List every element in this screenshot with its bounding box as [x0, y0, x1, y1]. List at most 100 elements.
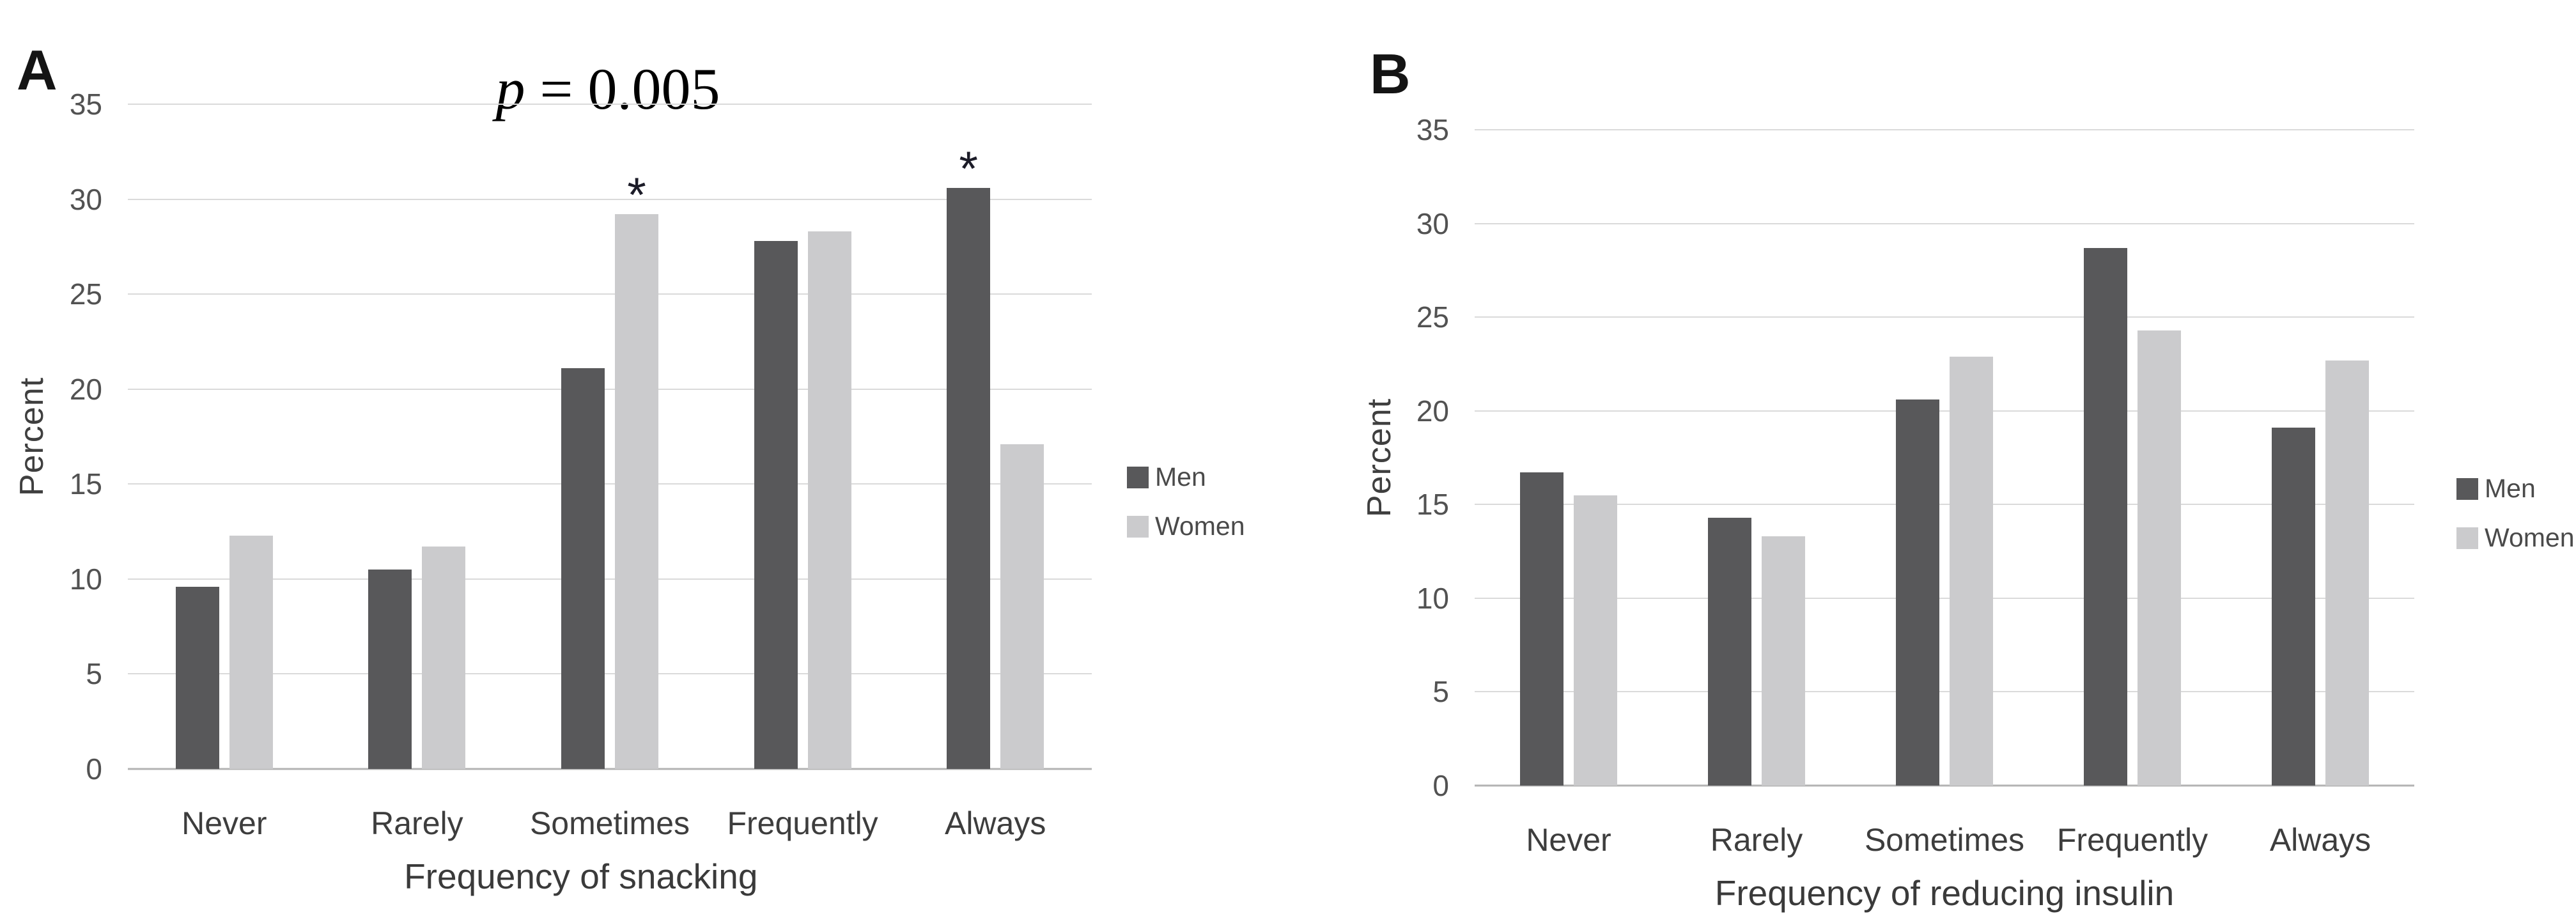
bar-a-always-men: * — [947, 144, 991, 769]
legend-item-a-women: Women — [1127, 513, 1245, 539]
x-tick-label-b-sometimes: Sometimes — [1864, 822, 2025, 858]
y-tick-label-b-30: 30 — [1416, 206, 1449, 240]
bar-a-frequently-men — [754, 240, 798, 769]
y-tick-label-a-25: 25 — [69, 277, 102, 311]
gridline-a-15 — [128, 483, 1092, 485]
legend-item-b-men: Men — [2456, 476, 2575, 502]
legend-swatch-b-women — [2456, 527, 2478, 549]
y-tick-label-b-10: 10 — [1416, 581, 1449, 615]
bar-group-a-rarely — [321, 104, 514, 769]
bar-group-a-always: * — [899, 104, 1092, 769]
x-tick-label-a-never: Never — [182, 805, 267, 841]
gridline-b-15 — [1475, 504, 2414, 506]
gridline-a-5 — [128, 673, 1092, 675]
gridline-b-20 — [1475, 410, 2414, 412]
bar-b-never-men — [1520, 472, 1563, 786]
x-axis-line-a-0 — [128, 768, 1092, 770]
bar-b-frequently-men — [2084, 247, 2127, 786]
bar-a-rarely-men — [368, 570, 412, 769]
bar-a-sometimes-men — [561, 368, 605, 769]
gridline-a-10 — [128, 578, 1092, 580]
bar-b-rarely-men — [1708, 517, 1751, 786]
legend-label-b-women: Women — [2485, 523, 2575, 552]
bar-a-always-women — [1000, 444, 1044, 769]
y-tick-label-b-5: 5 — [1432, 675, 1449, 709]
y-tick-label-b-0: 0 — [1432, 769, 1449, 802]
p-value-symbol: p — [495, 56, 525, 122]
bar-group-b-rarely — [1663, 130, 1851, 786]
legend-label-a-men: Men — [1155, 462, 1206, 492]
y-tick-label-a-10: 10 — [69, 562, 102, 596]
y-tick-label-b-15: 15 — [1416, 488, 1449, 522]
p-value-annotation: p = 0.005 — [437, 0, 720, 187]
x-axis-line-b-0 — [1475, 784, 2414, 787]
y-tick-label-b-35: 35 — [1416, 113, 1449, 146]
bar-b-sometimes-men — [1896, 399, 1939, 786]
legend-a: Men Women — [1127, 464, 1245, 539]
y-tick-label-a-20: 20 — [69, 372, 102, 406]
legend-swatch-b-men — [2456, 477, 2478, 500]
y-tick-label-b-20: 20 — [1416, 394, 1449, 428]
x-tick-label-a-frequently: Frequently — [727, 805, 878, 841]
bar-b-always-men — [2272, 428, 2315, 786]
x-tick-label-a-rarely: Rarely — [371, 805, 463, 841]
bar-group-a-sometimes: * — [513, 104, 706, 769]
bar-group-b-always — [2226, 130, 2414, 786]
y-tick-label-a-5: 5 — [86, 657, 102, 691]
legend-label-a-women: Women — [1155, 511, 1245, 541]
bar-b-rarely-women — [1762, 536, 1805, 786]
bar-groups-b — [1475, 130, 2414, 786]
legend-b: Men Women — [2456, 476, 2575, 551]
y-axis-title-b: Percent — [1361, 398, 1398, 518]
gridline-a-20 — [128, 388, 1092, 390]
gridline-a-25 — [128, 293, 1092, 295]
x-axis-title-a: Frequency of snacking — [404, 857, 758, 896]
x-tick-label-b-frequently: Frequently — [2056, 822, 2208, 858]
gridline-b-25 — [1475, 316, 2414, 318]
bar-group-a-frequently — [706, 104, 899, 769]
significance-star-a-always-men: * — [959, 141, 978, 196]
bar-group-b-never — [1475, 130, 1663, 786]
bar-a-sometimes-women: * — [614, 171, 658, 769]
x-tick-label-a-sometimes: Sometimes — [529, 805, 690, 841]
bar-a-rarely-women — [422, 547, 466, 769]
y-tick-label-a-15: 15 — [69, 467, 102, 501]
y-tick-label-a-30: 30 — [69, 182, 102, 216]
bar-group-b-sometimes — [1851, 130, 2038, 786]
gridline-b-35 — [1475, 129, 2414, 130]
bar-b-never-women — [1574, 495, 1617, 786]
bar-a-never-men — [175, 586, 219, 769]
legend-swatch-a-women — [1127, 515, 1149, 538]
x-axis-title-b: Frequency of reducing insulin — [1714, 873, 2175, 913]
y-tick-label-a-0: 0 — [86, 752, 102, 786]
bar-b-always-women — [2325, 360, 2369, 786]
panel-a-label: A — [17, 38, 58, 102]
x-tick-label-b-never: Never — [1526, 822, 1611, 858]
bar-b-sometimes-women — [1950, 356, 1993, 786]
gridline-a-30 — [128, 198, 1092, 200]
bar-a-never-women — [229, 535, 273, 769]
bar-group-a-never — [128, 104, 321, 769]
gridline-a-35 — [128, 104, 1092, 105]
y-tick-label-b-25: 25 — [1416, 300, 1449, 334]
bar-group-b-frequently — [2038, 130, 2226, 786]
gridline-b-10 — [1475, 597, 2414, 599]
y-axis-title-a: Percent — [13, 376, 50, 497]
bar-groups-a: * * — [128, 104, 1092, 769]
legend-item-a-men: Men — [1127, 464, 1245, 490]
x-tick-label-b-rarely: Rarely — [1710, 822, 1803, 858]
gridline-b-30 — [1475, 222, 2414, 224]
y-tick-label-a-35: 35 — [69, 88, 102, 121]
bar-a-frequently-women — [807, 231, 851, 769]
x-tick-labels-b: Never Rarely Sometimes Frequently Always — [1475, 786, 2414, 858]
x-tick-label-b-always: Always — [2269, 822, 2371, 858]
legend-swatch-a-men — [1127, 466, 1149, 488]
legend-label-b-men: Men — [2485, 474, 2536, 503]
x-tick-label-a-always: Always — [944, 805, 1046, 841]
p-value-text: = 0.005 — [525, 56, 720, 122]
plot-area-b: Frequency of reducing insulin 0 5 10 15 20 25… — [1416, 113, 2414, 913]
panel-b-label: B — [1370, 42, 1411, 105]
legend-item-b-women: Women — [2456, 525, 2575, 551]
plot-area-a: Frequency of snacking 0 5 10 15 20 25 30 35 * * Ne… — [70, 88, 1092, 896]
